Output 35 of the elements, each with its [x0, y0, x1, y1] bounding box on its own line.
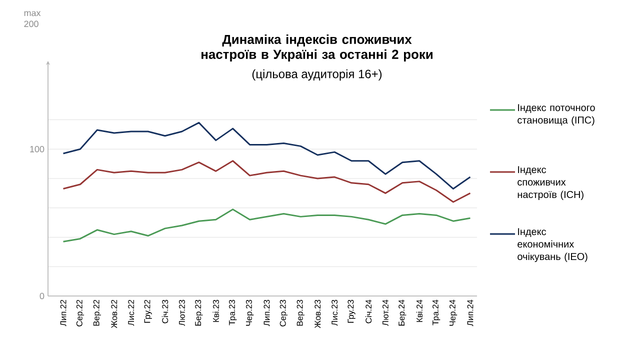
- x-tick-label: Тра.23: [229, 300, 237, 326]
- x-tick-label: Лип.22: [60, 300, 66, 326]
- x-tick-label: Лис.22: [128, 300, 134, 326]
- x-tick-label: Кві.24: [416, 300, 422, 322]
- x-tick-label: Жов.22: [111, 300, 118, 328]
- x-tick-label: Кві.23: [212, 300, 219, 322]
- x-tick-label: Бер.23: [195, 300, 203, 326]
- legend-label: Індекс поточного становища (ІПС): [518, 104, 595, 126]
- chart-title: Динаміка індексів споживчих настроїв в Україні за останні 2 роки: [202, 34, 432, 62]
- x-tick-label: Лют.24: [382, 300, 388, 326]
- x-tick-label: Бер.24: [398, 300, 406, 326]
- x-tick-label: Гру.22: [144, 300, 152, 323]
- line-series: [62, 122, 471, 190]
- x-tick-label: Вер.23: [296, 300, 304, 326]
- x-tick-label: Гру.23: [348, 300, 356, 323]
- legend-label: Індекс споживчих настроїв (ІСН): [518, 166, 584, 200]
- x-tick-label: Січ.24: [365, 300, 372, 324]
- x-tick-label: Лип.23: [264, 300, 270, 326]
- text: max 200: [24, 11, 41, 28]
- text: (цільова аудиторія 16+): [252, 69, 382, 81]
- x-tick-label: Лип.24: [467, 300, 474, 326]
- x-tick-label: Тра.24: [432, 300, 440, 326]
- legend-label: Індекс економічних очікувань (ІЕО): [518, 228, 588, 262]
- line-series: [62, 160, 471, 203]
- x-tick-label: Січ.23: [162, 300, 168, 324]
- x-tick-label: Жов.23: [314, 300, 321, 328]
- x-tick-label: Вер.22: [93, 300, 101, 326]
- x-tick-label: Лис.23: [332, 300, 338, 326]
- x-tick-label: Чер.24: [449, 300, 458, 326]
- x-tick-label: Сер.22: [76, 300, 84, 326]
- x-tick-label: Чер.23: [246, 300, 254, 326]
- y-tick-label: 100: [30, 146, 44, 152]
- x-tick-label: Лют.23: [178, 300, 185, 326]
- y-tick-label: 0: [40, 292, 44, 300]
- x-tick-label: Сер.23: [280, 300, 288, 326]
